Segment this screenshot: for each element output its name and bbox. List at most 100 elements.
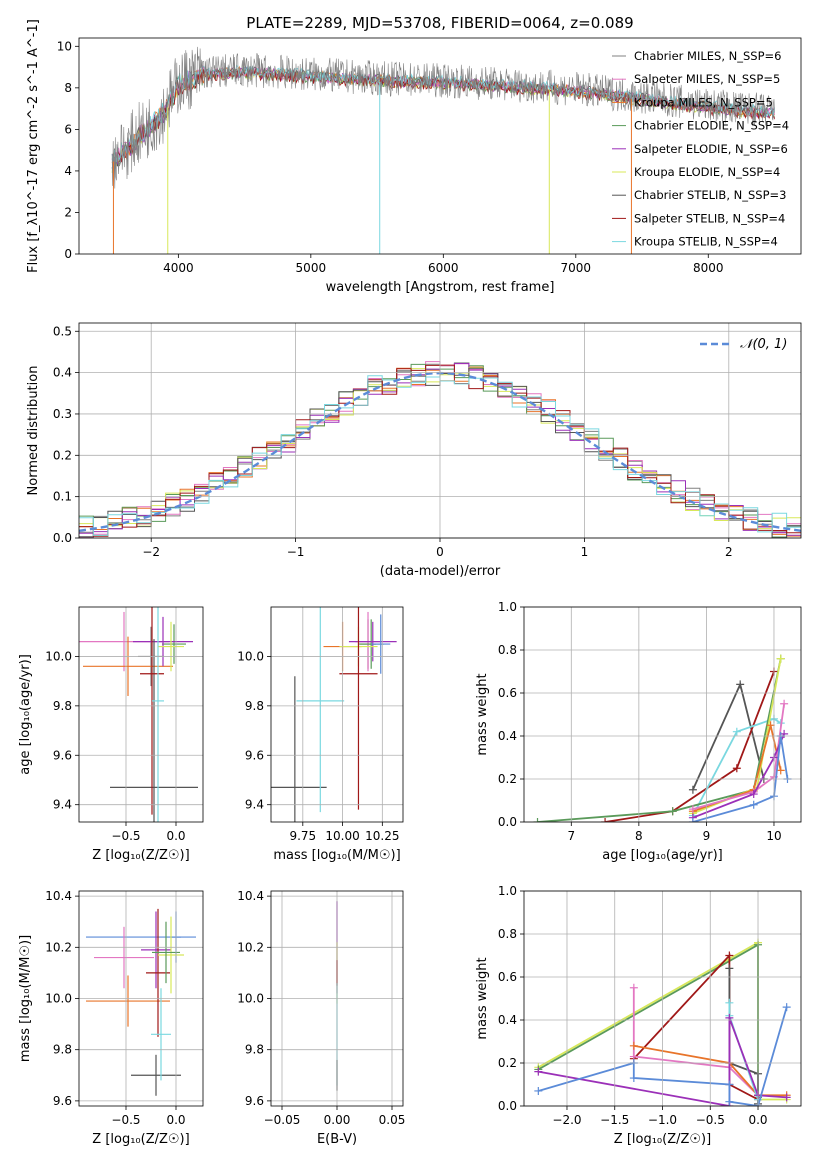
mass_vs_ebv-ytick-label: 9.8 xyxy=(245,1043,264,1057)
weight_vs_age-marker xyxy=(668,807,677,816)
residuals-panel: −2 −1 0 1 2 0.0 0.1 0.2 0.3 0.4 0.5 (data-model)/er… xyxy=(26,322,802,579)
age_vs_Z-ylabel: age [log₁₀(age/yr)] xyxy=(18,654,33,775)
age_vs_mass-xtick-label: 10.00 xyxy=(325,829,359,843)
residuals-xtick-label: 0 xyxy=(436,545,444,559)
residuals-axes-frame xyxy=(78,322,802,539)
weight_vs_Z-marker xyxy=(534,1086,543,1095)
spectrum-ytick-label: 0 xyxy=(64,247,72,261)
spectrum-xtick-label: 7000 xyxy=(561,261,592,275)
spectrum-ytick-label: 2 xyxy=(64,205,72,219)
age_vs_Z-xtick-label: −0.5 xyxy=(111,829,140,843)
weight_vs_Z-xlabel: Z [log₁₀(Z/Z☉)] xyxy=(614,1132,711,1147)
weight_vs_Z-marker xyxy=(725,1097,734,1106)
weight_vs_Z-ytick-label: 1.0 xyxy=(498,884,517,898)
age_vs_mass-xlabel: mass [log₁₀(M/M☉)] xyxy=(273,848,400,863)
weight_vs_age-ytick-label: 1.0 xyxy=(498,600,517,614)
residuals-ytick-label: 0.0 xyxy=(53,531,72,545)
weight_vs_age-series-salpeter_stelib xyxy=(604,671,775,822)
weight_vs_Z-ytick-label: 0.0 xyxy=(498,1099,517,1113)
weight_vs_age-ylabel: mass weight xyxy=(475,673,490,755)
weight_vs_age-ytick-label: 0.8 xyxy=(498,643,517,657)
weight_vs_Z-marker xyxy=(725,1080,734,1089)
residuals-ytick-label: 0.3 xyxy=(53,407,72,421)
residuals-xtick-label: −1 xyxy=(287,545,305,559)
residuals-ytick-label: 0.1 xyxy=(53,490,72,504)
spectrum-xtick-label: 4000 xyxy=(163,261,194,275)
weight_vs_Z-axes-frame xyxy=(523,890,802,1107)
weight_vs_age-marker xyxy=(736,680,745,689)
spectrum-legend-label: Chabrier MILES, N_SSP=6 xyxy=(634,49,781,63)
weight_vs_age-xlabel: age [log₁₀(age/yr)] xyxy=(602,848,723,863)
weight_vs_Z-marker xyxy=(534,1067,543,1076)
weight_vs_age-marker xyxy=(749,790,758,799)
weight_vs_Z-series-salpeter_miles xyxy=(632,987,759,1096)
residuals-xtick-label: −2 xyxy=(142,545,160,559)
weight_vs_age-marker xyxy=(776,766,785,775)
age_vs_Z-plot-area xyxy=(79,607,198,822)
weight_vs_age-series-chabrier_elodie xyxy=(537,658,782,822)
spectrum-legend-label: Kroupa STELIB, N_SSP=4 xyxy=(634,235,778,249)
weight_vs_Z-marker xyxy=(725,998,734,1007)
age_vs_Z-ytick-label: 9.8 xyxy=(53,699,72,713)
spectrum-ytick-label: 8 xyxy=(64,81,72,95)
age_vs_Z-ytick-label: 9.4 xyxy=(53,798,72,812)
spectrum-ytick-label: 10 xyxy=(57,39,72,53)
spectrum-ytick-label: 4 xyxy=(64,164,72,178)
weight_vs_age-ytick-label: 0.6 xyxy=(498,686,517,700)
mass_vs_ebv-panel: −0.05 0.00 0.05 9.6 9.8 10.0 10.2 10.4 E(B-V) xyxy=(237,889,405,1147)
weight_vs_age-series-kroupa_stelib xyxy=(692,717,782,816)
age_vs_mass-ytick-label: 9.6 xyxy=(245,748,264,762)
weight_vs_Z-marker xyxy=(782,1003,791,1012)
spectrum-legend-label: Chabrier STELIB, N_SSP=3 xyxy=(634,188,786,202)
mass_vs_ebv-ytick-label: 10.2 xyxy=(237,940,264,954)
weight_vs_Z-xtick-label: −0.5 xyxy=(696,1113,725,1127)
mass_vs_ebv-axes-frame xyxy=(270,890,404,1107)
figure-title: PLATE=2289, MJD=53708, FIBERID=0064, z=0… xyxy=(246,14,633,32)
mass_vs_Z-xtick-label: −0.5 xyxy=(111,1113,140,1127)
age_vs_mass-xtick-label: 9.75 xyxy=(289,829,316,843)
mass_vs_Z-panel: −0.5 0.0 9.6 9.8 10.0 10.2 10.4 Z [log₁₀(Z/Z☉)]… xyxy=(18,889,204,1147)
spectrum-xlabel: wavelength [Angstrom, rest frame] xyxy=(326,280,555,295)
mass_vs_Z-ytick-label: 10.4 xyxy=(45,889,72,903)
mass_vs_ebv-xtick-label: 0.05 xyxy=(379,1113,406,1127)
age_vs_mass-axes-frame xyxy=(270,606,404,823)
age_vs_Z-ytick-label: 9.6 xyxy=(53,748,72,762)
weight_vs_age-xtick-label: 7 xyxy=(567,829,575,843)
age_vs_Z-axes-frame xyxy=(78,606,204,823)
mass_vs_ebv-ytick-label: 9.6 xyxy=(245,1094,264,1108)
residual-legend-label: 𝒩(0, 1) xyxy=(740,337,787,352)
residuals-ytick-label: 0.4 xyxy=(53,366,72,380)
mass_vs_Z-xtick-label: 0.0 xyxy=(166,1113,185,1127)
weight_vs_age-marker xyxy=(749,800,758,809)
weight_vs_Z-ytick-label: 0.4 xyxy=(498,1013,517,1027)
weight_vs_age-ytick-label: 0.2 xyxy=(498,772,517,786)
weight_vs_age-panel: 7 8 9 10 0.0 0.2 0.4 0.6 0.8 1.0 age [log₁₀(age/yr… xyxy=(475,600,802,863)
spectrum-legend-label: Salpeter ELODIE, N_SSP=6 xyxy=(634,142,788,156)
age_vs_Z-ytick-label: 10.0 xyxy=(45,649,72,663)
weight_vs_age-xtick-label: 9 xyxy=(703,829,711,843)
mass_vs_ebv-xtick-label: 0.00 xyxy=(324,1113,351,1127)
weight_vs_age-marker xyxy=(688,785,697,794)
residuals-ytick-label: 0.2 xyxy=(53,448,72,462)
spectrum-legend-label: Kroupa ELODIE, N_SSP=4 xyxy=(634,165,780,179)
weight_vs_age-marker xyxy=(688,805,697,814)
age_vs_Z-xlabel: Z [log₁₀(Z/Z☉)] xyxy=(92,848,189,863)
age_vs_Z-xtick-label: 0.0 xyxy=(166,829,185,843)
mass_vs_Z-ytick-label: 10.0 xyxy=(45,992,72,1006)
spectrum-legend-label: Salpeter MILES, N_SSP=5 xyxy=(634,72,780,86)
spectrum-legend-label: Chabrier ELODIE, N_SSP=4 xyxy=(634,119,789,133)
weight_vs_age-marker xyxy=(766,721,775,730)
spectrum-series-chabrier_miles xyxy=(111,46,775,189)
weight_vs_Z-xtick-label: −2.0 xyxy=(552,1113,581,1127)
weight_vs_Z-marker xyxy=(629,1041,638,1050)
weight_vs_age-plot-area xyxy=(533,654,792,822)
weight_vs_age-axes-frame xyxy=(523,606,802,823)
mass_vs_ebv-xtick-label: −0.05 xyxy=(264,1113,301,1127)
weight_vs_age-xtick-label: 8 xyxy=(635,829,643,843)
spectrum-legend-label: Kroupa MILES, N_SSP=5 xyxy=(634,95,773,109)
mass_vs_Z-xlabel: Z [log₁₀(Z/Z☉)] xyxy=(92,1132,189,1147)
weight_vs_age-marker xyxy=(601,818,610,822)
weight_vs_age-marker xyxy=(732,727,741,736)
residuals-xlabel: (data-model)/error xyxy=(380,564,501,579)
